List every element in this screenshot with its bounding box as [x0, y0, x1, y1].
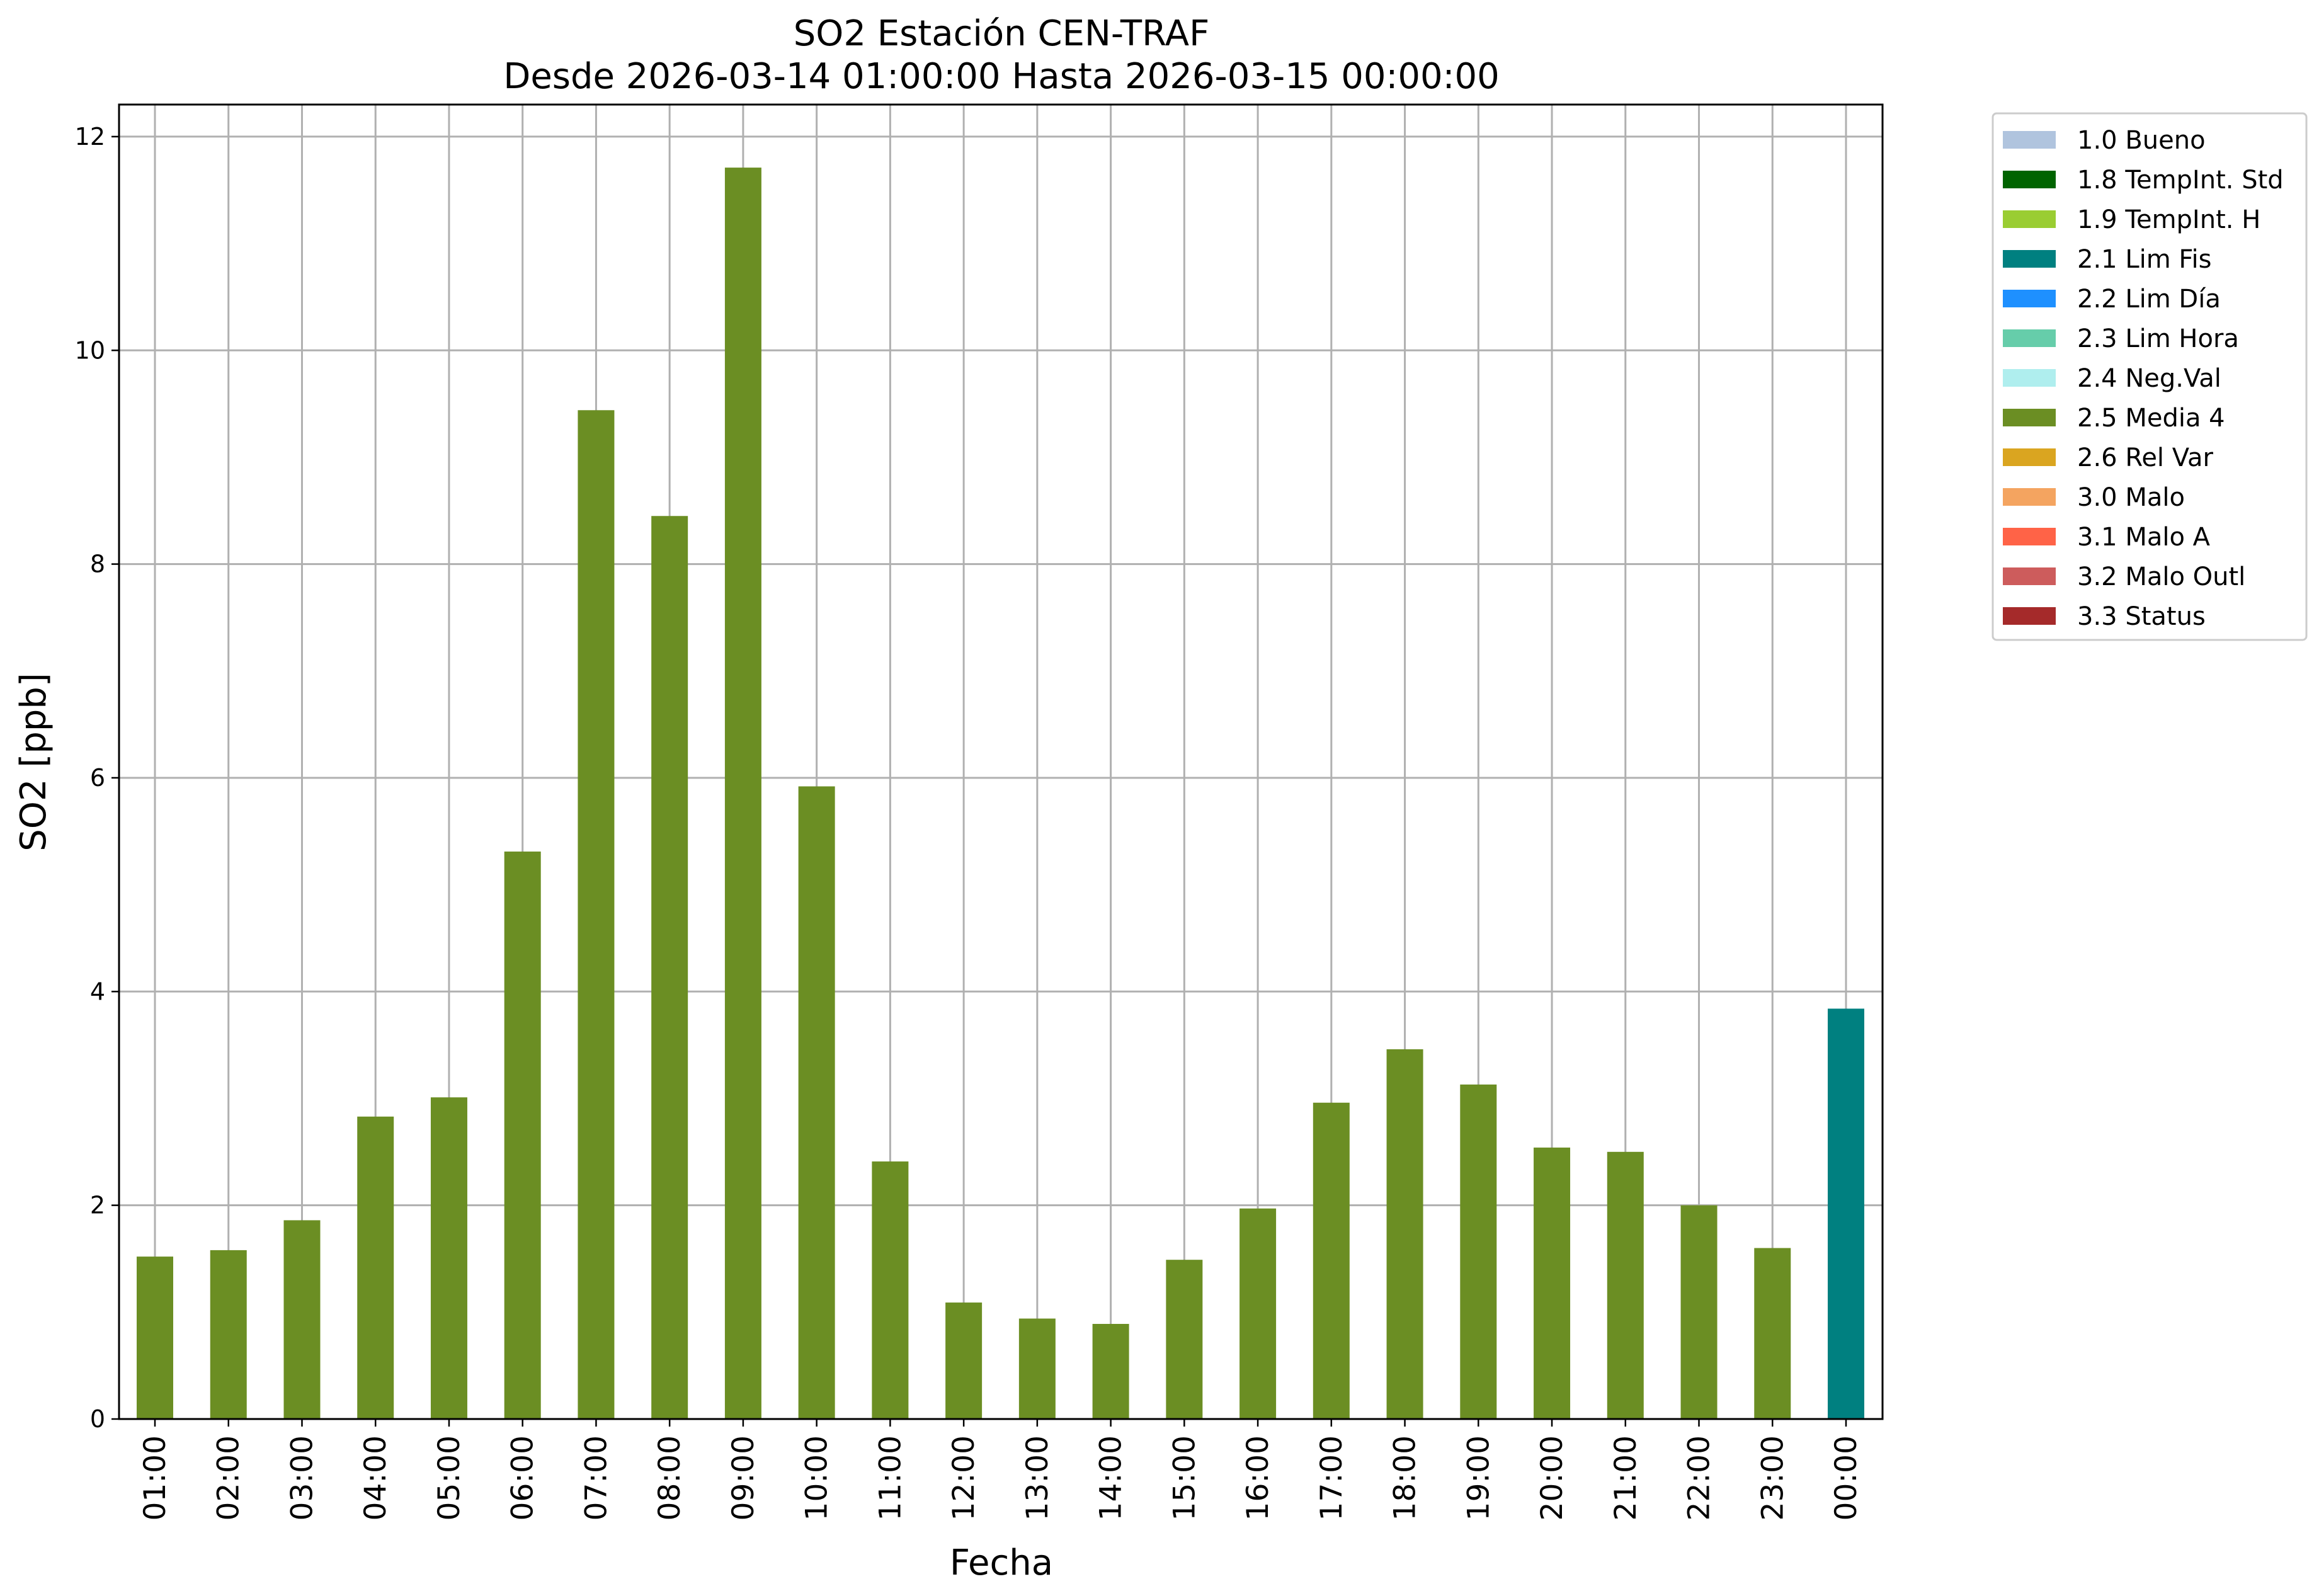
bar: [1607, 1151, 1644, 1419]
x-tick-label: 15:00: [1167, 1435, 1202, 1520]
bar: [1018, 1318, 1056, 1419]
bars: [137, 168, 1864, 1419]
y-tick-label: 2: [90, 1192, 105, 1219]
y-tick-label: 6: [90, 764, 105, 792]
bar: [1460, 1084, 1497, 1419]
plot-area-frame: [118, 103, 1884, 1420]
x-tick-label: 23:00: [1755, 1435, 1790, 1520]
x-tick-label: 18:00: [1388, 1435, 1423, 1520]
x-tick-label: 02:00: [212, 1435, 246, 1520]
legend-entry-label: 3.0 Malo: [2077, 483, 2185, 512]
legend-entry-label: 2.3 Lim Hora: [2077, 324, 2239, 353]
y-tick-label: 12: [75, 123, 105, 151]
y-axis: 0 2 4 6 8 10 12: [75, 123, 119, 1433]
legend-entry-label: 1.9 TempInt. H: [2077, 205, 2260, 234]
x-tick-label: 04:00: [358, 1435, 393, 1520]
x-tick-label: 16:00: [1241, 1435, 1275, 1520]
bar: [1092, 1323, 1129, 1419]
bar: [945, 1302, 983, 1419]
x-tick-label: 21:00: [1609, 1435, 1643, 1520]
bar: [1680, 1205, 1718, 1419]
bar: [504, 852, 541, 1419]
legend-swatch: [2003, 567, 2056, 585]
x-tick-label: 13:00: [1020, 1435, 1055, 1520]
x-tick-label: 00:00: [1829, 1435, 1864, 1520]
x-tick-label: 20:00: [1535, 1435, 1570, 1520]
bar: [1313, 1102, 1350, 1419]
y-axis-label: SO2 [ppb]: [13, 673, 54, 851]
bar: [283, 1220, 321, 1419]
legend-swatch: [2003, 329, 2056, 347]
bar: [430, 1097, 467, 1419]
legend: 1.0 Bueno 1.8 TempInt. Std 1.9 TempInt. H 2…: [1991, 112, 2308, 641]
legend-entry-label: 2.2 Lim Día: [2077, 285, 2221, 314]
x-tick-label: 03:00: [285, 1435, 319, 1520]
legend-entry-label: 3.2 Malo Outl: [2077, 562, 2245, 591]
legend-swatch: [2003, 290, 2056, 307]
legend-swatch: [2003, 369, 2056, 387]
x-tick-label: 07:00: [579, 1435, 613, 1520]
bar: [651, 516, 688, 1419]
x-tick-label: 01:00: [138, 1435, 173, 1520]
bar: [872, 1161, 909, 1419]
legend-box: [1991, 112, 2308, 641]
x-tick-label: 08:00: [652, 1435, 687, 1520]
bar: [137, 1257, 173, 1419]
y-tick-label: 8: [90, 550, 105, 578]
legend-entry-label: 2.4 Neg.Val: [2077, 364, 2221, 393]
bar: [724, 168, 761, 1419]
legend-swatch: [2003, 488, 2056, 506]
bar: [578, 410, 615, 1419]
x-tick-label: 10:00: [800, 1435, 835, 1520]
x-axis: 01:00 02:00 03:00 04:00 05:00 06:00 07:00 08:00…: [138, 1419, 1864, 1520]
y-tick-label: 4: [90, 978, 105, 1005]
x-tick-label: 11:00: [873, 1435, 908, 1520]
legend-swatch: [2003, 448, 2056, 466]
x-tick-label: 22:00: [1682, 1435, 1717, 1520]
bar: [210, 1250, 247, 1419]
legend-entry-label: 3.1 Malo A: [2077, 523, 2211, 552]
legend-entry-label: 1.8 TempInt. Std: [2077, 166, 2284, 195]
legend-entry-label: 3.3 Status: [2077, 602, 2206, 631]
bar: [1239, 1208, 1277, 1419]
legend-entry-label: 2.6 Rel Var: [2077, 443, 2214, 472]
legend-swatch: [2003, 528, 2056, 545]
x-tick-label: 14:00: [1094, 1435, 1129, 1520]
legend-entry-label: 2.1 Lim Fis: [2077, 245, 2211, 274]
bar: [1828, 1008, 1864, 1419]
legend-entry-label: 2.5 Media 4: [2077, 404, 2225, 433]
x-tick-label: 05:00: [432, 1435, 467, 1520]
y-tick-label: 0: [90, 1405, 105, 1433]
bar: [798, 786, 835, 1419]
bar: [1166, 1260, 1203, 1419]
legend-swatch: [2003, 171, 2056, 188]
bar: [1534, 1148, 1571, 1419]
bar: [1386, 1049, 1423, 1419]
x-tick-label: 17:00: [1314, 1435, 1349, 1520]
bar: [1754, 1248, 1791, 1419]
x-axis-label: Fecha: [950, 1542, 1053, 1583]
legend-swatch: [2003, 210, 2056, 228]
x-tick-label: 06:00: [506, 1435, 540, 1520]
chart-subtitle: Desde 2026-03-14 01:00:00 Hasta 2026-03-…: [503, 56, 1500, 97]
legend-swatch: [2003, 131, 2056, 149]
x-tick-label: 12:00: [947, 1435, 981, 1520]
legend-entry-label: 1.0 Bueno: [2077, 126, 2206, 155]
legend-swatch: [2003, 250, 2056, 268]
bar: [357, 1116, 394, 1419]
y-tick-label: 10: [75, 336, 105, 364]
legend-swatch: [2003, 607, 2056, 625]
x-tick-label: 19:00: [1461, 1435, 1496, 1520]
x-tick-label: 09:00: [726, 1435, 761, 1520]
legend-swatch: [2003, 409, 2056, 426]
chart-title: SO2 Estación CEN-TRAF: [794, 13, 1210, 54]
